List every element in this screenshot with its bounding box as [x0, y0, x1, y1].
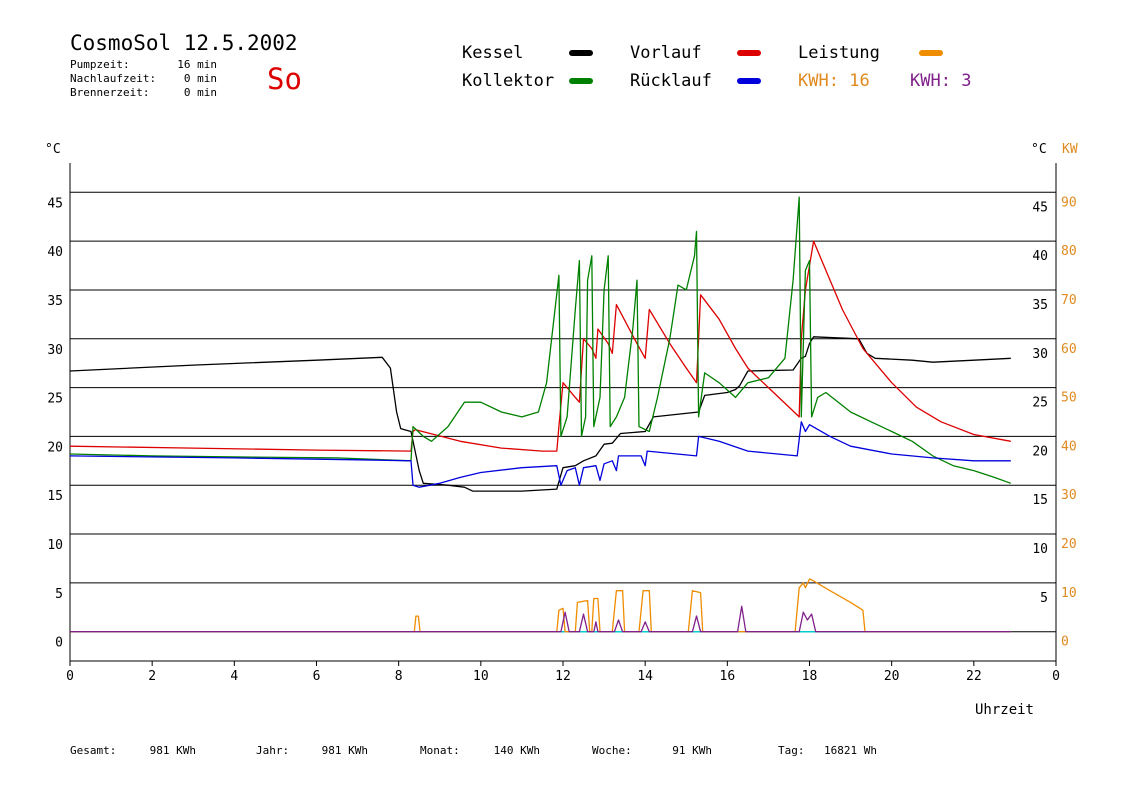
x-tick-label: 4 [230, 669, 238, 684]
brennerzeit-label: Brennerzeit: [70, 86, 149, 99]
series-line-vorlauf [69, 240, 1011, 452]
series-line-leistung2 [70, 605, 1011, 633]
x-tick-label: 18 [802, 669, 818, 684]
pumpzeit-label: Pumpzeit: [70, 58, 130, 71]
legend-label-vorlauf: Vorlauf [630, 43, 702, 63]
legend-label-ruecklauf: Rücklauf [630, 71, 712, 91]
y-tick-label-left: 10 [47, 538, 63, 553]
data-series [69, 196, 1012, 633]
x-tick-label: 10 [473, 669, 489, 684]
series-line-leistung [70, 578, 1011, 633]
kwh2-label: KWH: [910, 71, 951, 91]
y-tick-label-right-c: 30 [1032, 347, 1048, 362]
y-tick-label-right-kw: 10 [1061, 586, 1077, 601]
y-tick-label-right-c: 15 [1032, 493, 1048, 508]
y-unit-right-c: °C [1031, 142, 1047, 157]
y-tick-label-right-kw: 70 [1061, 293, 1077, 308]
y-tick-label-right-kw: 90 [1061, 195, 1077, 210]
y-tick-label-right-kw: 40 [1061, 439, 1077, 454]
y-tick-label-right-kw: 0 [1061, 635, 1069, 650]
chart-title: CosmoSol 12.5.2002 [70, 31, 298, 55]
stat-tag-value: 16821 Wh [824, 744, 877, 757]
stat-gesamt-label: Gesamt: [70, 744, 116, 757]
x-tick-label: 2 [148, 669, 156, 684]
x-tick-label: 16 [720, 669, 736, 684]
day-label: So [267, 62, 302, 96]
stat-jahr-label: Jahr: [256, 744, 289, 757]
y-tick-label-right-kw: 80 [1061, 244, 1077, 259]
y-tick-label-right-kw: 30 [1061, 488, 1077, 503]
y-tick-label-left: 15 [47, 489, 63, 504]
y-tick-label-left: 20 [47, 440, 63, 455]
series-line-kollektor [69, 196, 1012, 484]
y-tick-label-right-c: 20 [1032, 444, 1048, 459]
kwh1-label: KWH: [798, 71, 839, 91]
time-stats: Pumpzeit: 16 min Nachlaufzeit: 0 min Bre… [70, 58, 217, 99]
stat-jahr-value: 981 KWh [322, 744, 368, 757]
x-axis-label: Uhrzeit [975, 702, 1034, 718]
y-tick-label-left: 0 [55, 636, 63, 651]
y-tick-label-right-c: 10 [1032, 542, 1048, 557]
x-tick-label: 20 [884, 669, 900, 684]
y-tick-label-right-c: 25 [1032, 396, 1048, 411]
pumpzeit-value: 16 min [177, 58, 217, 71]
footer-stats: Gesamt: 981 KWh Jahr: 981 KWh Monat: 140… [70, 744, 877, 757]
x-tick-label: 22 [966, 669, 982, 684]
stat-woche-value: 91 KWh [672, 744, 712, 757]
y-tick-label-left: 35 [47, 294, 63, 309]
x-tick-label: 0 [1052, 669, 1060, 684]
kwh2: KWH: 3 [910, 71, 971, 91]
y-tick-label-right-c: 5 [1040, 591, 1048, 606]
stat-gesamt-value: 981 KWh [150, 744, 196, 757]
stat-woche-label: Woche: [592, 744, 632, 757]
nachlaufzeit-value: 0 min [184, 72, 217, 85]
kwh1-value: 16 [849, 71, 869, 91]
y-tick-label-right-c: 45 [1032, 200, 1048, 215]
series-line-kessel [69, 336, 1011, 492]
stat-tag-label: Tag: [778, 744, 805, 757]
stat-monat-value: 140 KWh [494, 744, 540, 757]
y-tick-label-left: 40 [47, 245, 63, 260]
kwh1: KWH: 16 [798, 71, 870, 91]
y-tick-label-right-kw: 20 [1061, 537, 1077, 552]
y-tick-label-right-kw: 50 [1061, 391, 1077, 406]
axes [69, 163, 1057, 662]
legend-label-leistung: Leistung [798, 43, 880, 63]
legend-label-kessel: Kessel [462, 43, 523, 63]
y-tick-label-right-c: 40 [1032, 249, 1048, 264]
x-tick-label: 8 [395, 669, 403, 684]
y-unit-right-kw: KW [1062, 142, 1078, 157]
series-line-rcklauf [69, 421, 1011, 488]
y-tick-label-left: 5 [55, 587, 63, 602]
y-tick-label-left: 25 [47, 392, 63, 407]
x-tick-label: 12 [555, 669, 571, 684]
grid-lines [70, 191, 1056, 633]
x-tick-label: 14 [637, 669, 653, 684]
brennerzeit-value: 0 min [184, 86, 217, 99]
x-tick-label: 0 [66, 669, 74, 684]
y-tick-label-right-c: 35 [1032, 298, 1048, 313]
nachlaufzeit-label: Nachlaufzeit: [70, 72, 156, 85]
tick-labels: 0 2 4 6 8 10 12 14 16 18 20 22 005101520253035404551… [47, 195, 1076, 684]
y-tick-label-left: 45 [47, 196, 63, 211]
stat-monat-label: Monat: [420, 744, 460, 757]
y-tick-label-left: 30 [47, 343, 63, 358]
x-tick-label: 6 [313, 669, 321, 684]
legend-label-kollektor: Kollektor [462, 71, 554, 91]
kwh2-value: 3 [961, 71, 971, 91]
y-tick-label-right-kw: 60 [1061, 342, 1077, 357]
y-unit-left: °C [45, 142, 61, 157]
legend: Kessel Vorlauf Leistung Kollektor Rückla… [462, 43, 971, 91]
